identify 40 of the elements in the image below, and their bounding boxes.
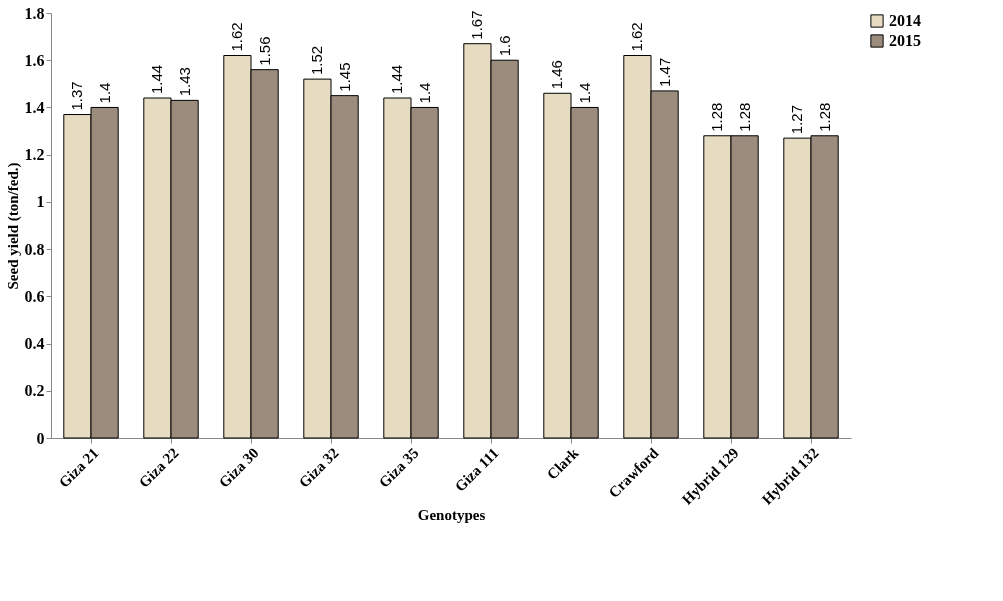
x-tick-label: Giza 22 bbox=[135, 444, 182, 491]
y-tick-label: 0.4 bbox=[24, 335, 45, 353]
data-label: 1.28 bbox=[708, 102, 726, 132]
x-tick-label: Giza 21 bbox=[55, 444, 102, 491]
data-label: 1.4 bbox=[575, 82, 593, 104]
data-label: 1.45 bbox=[335, 62, 353, 92]
x-tick-label: Giza 32 bbox=[295, 444, 342, 491]
data-label: 1.6 bbox=[495, 35, 513, 57]
data-label: 1.52 bbox=[308, 45, 326, 76]
y-tick-label: 1.8 bbox=[24, 4, 45, 22]
x-tick-label: Giza 111 bbox=[451, 444, 502, 495]
y-tick-label: 1.2 bbox=[24, 146, 45, 164]
data-label: 1.28 bbox=[735, 102, 753, 132]
data-label: 1.47 bbox=[655, 57, 673, 87]
data-label: 1.4 bbox=[95, 82, 113, 104]
y-tick-label: 0.6 bbox=[24, 287, 45, 305]
y-tick-label: 1 bbox=[36, 193, 45, 211]
x-axis-title: Genotypes bbox=[417, 506, 486, 523]
y-axis-title: Seed yield (ton/fed.) bbox=[4, 162, 22, 290]
x-tick-label: Giza 30 bbox=[215, 444, 262, 491]
data-label: 1.37 bbox=[68, 81, 86, 111]
data-label: 1.62 bbox=[628, 22, 646, 52]
y-tick-label: 0.8 bbox=[24, 240, 45, 258]
data-label: 1.28 bbox=[815, 102, 833, 132]
x-tick-label: Giza 35 bbox=[375, 444, 422, 491]
data-label: 1.46 bbox=[548, 60, 566, 90]
data-label: 1.62 bbox=[228, 22, 246, 52]
data-label: 1.56 bbox=[255, 36, 273, 66]
legend-label: 2015 bbox=[889, 32, 921, 49]
y-tick-label: 1.4 bbox=[24, 98, 45, 116]
y-tick-label: 0.2 bbox=[24, 382, 45, 400]
y-tick-label: 1.6 bbox=[24, 51, 45, 69]
legend-label: 2014 bbox=[889, 12, 921, 29]
data-label: 1.4 bbox=[415, 82, 433, 104]
data-label: 1.27 bbox=[788, 104, 806, 135]
data-label: 1.67 bbox=[468, 10, 486, 40]
y-tick-label: 0 bbox=[36, 429, 45, 447]
data-label: 1.44 bbox=[148, 64, 166, 94]
data-label: 1.43 bbox=[175, 67, 193, 97]
data-label: 1.44 bbox=[388, 64, 406, 94]
